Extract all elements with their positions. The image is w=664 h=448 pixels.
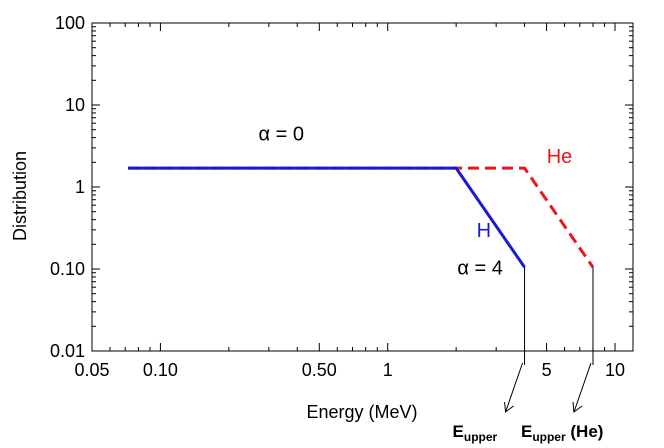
y-tick-label: 100: [55, 13, 85, 33]
y-tick-label: 0.01: [50, 341, 85, 361]
x-tick-label: 5: [542, 360, 552, 380]
plot-frame: [91, 22, 634, 352]
marker-arrow-eupper-he: [573, 362, 592, 413]
marker-label-suffix: (He): [566, 422, 604, 441]
annotation-label-h: H: [477, 220, 491, 242]
x-tick-label: 0.05: [74, 360, 109, 380]
annotation-alpha0: α = 0: [258, 123, 303, 145]
x-tick-label: 0.10: [143, 360, 178, 380]
marker-arrowhead-eupper-he: [572, 401, 583, 413]
x-tick-label: 1: [383, 360, 393, 380]
y-tick-label: 10: [65, 95, 85, 115]
y-axis-label: Distribution: [10, 151, 30, 241]
x-tick-label: 0.50: [302, 360, 337, 380]
marker-arrow-eupper-h: [505, 362, 524, 413]
y-tick-label: 0.10: [50, 259, 85, 279]
marker-arrowhead-eupper-h: [504, 401, 514, 413]
y-tick-label: 1: [75, 177, 85, 197]
marker-label-sub: upper: [464, 430, 498, 444]
marker-label-sub: upper: [532, 430, 566, 444]
marker-label-main: E: [453, 422, 464, 441]
annotation-alpha4: α = 4: [457, 257, 502, 279]
x-tick-label: 10: [605, 360, 625, 380]
x-axis-label: Energy (MeV): [306, 402, 417, 422]
series-line-he: [127, 166, 595, 269]
marker-label-main: E: [521, 422, 532, 441]
series-line-h: [127, 166, 526, 269]
marker-label-eupper-h: Eupper: [453, 422, 498, 444]
annotation-label-he: He: [547, 146, 573, 168]
marker-label-eupper-he: Eupper (He): [521, 422, 603, 444]
